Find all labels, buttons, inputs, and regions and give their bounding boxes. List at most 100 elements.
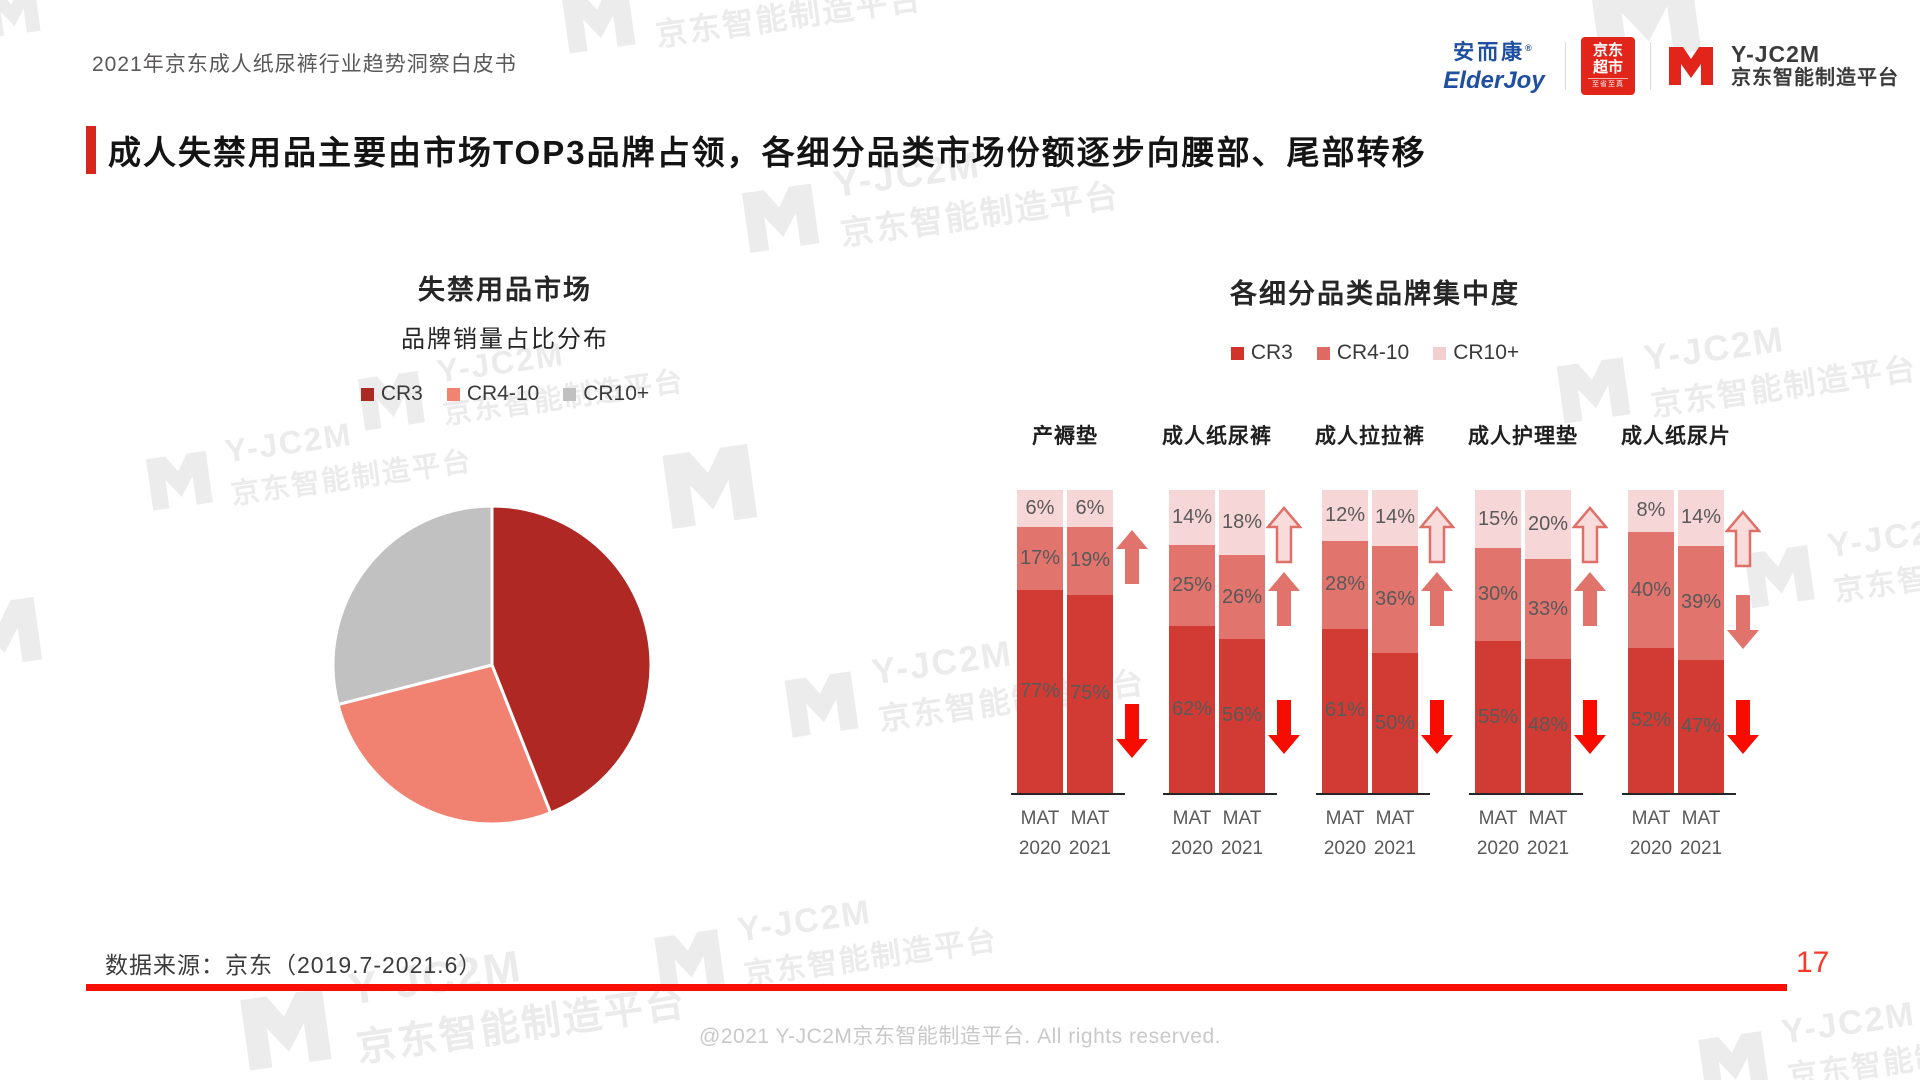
- bar-segment-CR4-10: 39%: [1678, 545, 1724, 661]
- legend-swatch: [360, 387, 374, 401]
- legend-swatch: [1316, 346, 1330, 360]
- bar-segment-CR3: 56%: [1219, 638, 1265, 794]
- trend-arrow-up-icon: [1724, 510, 1762, 573]
- yjc2m-name: Y-JC2M: [1731, 40, 1821, 67]
- jd-line2: 超市: [1592, 58, 1623, 76]
- bar-segment-CR3: 47%: [1678, 660, 1724, 794]
- stacked-bar: 20% 33% 48%: [1525, 490, 1571, 793]
- bar-chart: 产褥垫 6% 17% 77% 6% 19% 75% MAT 2020 MAT 2021 成人纸尿裤 14…: [1011, 420, 1807, 890]
- segment-value: 14%: [1171, 506, 1213, 529]
- category-label: 成人护理垫: [1468, 425, 1578, 448]
- jd-line1: 京东: [1592, 41, 1623, 59]
- bar-group-成人纸尿裤: 成人纸尿裤 14% 25% 62% 18% 26% 56% MAT 2020 MAT 2021: [1162, 420, 1319, 890]
- segment-value: 15%: [1477, 507, 1519, 530]
- stacked-bar: 6% 17% 77%: [1017, 490, 1063, 794]
- segment-value: 18%: [1221, 511, 1263, 534]
- segment-value: 75%: [1069, 682, 1111, 705]
- legend-swatch: [1230, 346, 1244, 360]
- axis-line: [1011, 793, 1125, 795]
- bar-segment-CR4-10: 30%: [1475, 548, 1521, 642]
- x-tick-labels: MAT 2020 MAT 2021: [1475, 804, 1575, 864]
- elderjoy-en: ElderJoy: [1443, 67, 1545, 94]
- pie-slice-CR4-10: [336, 663, 553, 826]
- stacked-bar: 14% 39% 47%: [1678, 490, 1724, 794]
- trend-arrow-down-icon: [1419, 698, 1455, 761]
- doc-title: 2021年京东成人纸尿裤行业趋势洞察白皮书: [92, 53, 517, 76]
- jd-supermarket-logo: 京东 超市 至省至真: [1581, 36, 1635, 95]
- bar-segment-CR4-10: 33%: [1525, 559, 1571, 659]
- pie-slice-CR3: [490, 504, 653, 815]
- stacked-bar: 14% 36% 50%: [1372, 490, 1418, 793]
- category-label: 成人拉拉裤: [1315, 425, 1425, 448]
- legend-swatch: [446, 387, 460, 401]
- stacked-bar: 12% 28% 61%: [1322, 490, 1368, 793]
- bar-group-产褥垫: 产褥垫 6% 17% 77% 6% 19% 75% MAT 2020 MAT 2021: [1011, 420, 1167, 890]
- logo-divider: [1650, 41, 1651, 90]
- x-tick-labels: MAT 2020 MAT 2021: [1169, 804, 1269, 864]
- segment-value: 48%: [1527, 714, 1569, 737]
- bar-group-成人拉拉裤: 成人拉拉裤 12% 28% 61% 14% 36% 50% MAT 2020 MAT 2021: [1315, 420, 1472, 890]
- bar-segment-CR3: 52%: [1628, 648, 1674, 793]
- watermark: Y-JC2M京东智能制造平台: [555, 0, 925, 68]
- pie-slice-CR10+: [331, 504, 494, 707]
- category-label: 成人纸尿片: [1621, 425, 1731, 448]
- legend-swatch: [563, 387, 577, 401]
- x-tick-labels: MAT 2020 MAT 2021: [1322, 804, 1422, 864]
- bar-segment-CR3: 55%: [1475, 641, 1521, 793]
- trend-arrow-up-icon: [1419, 570, 1455, 633]
- x-tick-label: MAT 2020: [1323, 808, 1367, 859]
- axis-line: [1163, 793, 1277, 795]
- trend-arrow-up-icon: [1266, 570, 1302, 633]
- bar-segment-CR3: 62%: [1169, 626, 1215, 793]
- legend-item-CR3: CR3: [360, 382, 423, 406]
- bar-segment-CR10+: 6%: [1017, 490, 1063, 528]
- bars: 8% 40% 52% 14% 39% 47%: [1628, 490, 1724, 794]
- bar-segment-CR3: 61%: [1322, 628, 1368, 793]
- x-tick-labels: MAT 2020 MAT 2021: [1628, 804, 1728, 864]
- segment-value: 6%: [1025, 497, 1055, 520]
- bar-segment-CR4-10: 26%: [1219, 555, 1265, 639]
- x-tick-label: MAT 2021: [1220, 808, 1264, 859]
- stacked-bar: 14% 25% 62%: [1169, 490, 1215, 793]
- bars: 6% 17% 77% 6% 19% 75%: [1017, 490, 1113, 794]
- page-number: 17: [1796, 946, 1830, 979]
- segment-value: 40%: [1630, 578, 1672, 601]
- x-tick-label: MAT 2021: [1373, 808, 1417, 859]
- trend-arrow-down-icon: [1266, 698, 1302, 761]
- segment-value: 61%: [1324, 699, 1366, 722]
- x-tick-label: MAT 2020: [1018, 808, 1062, 859]
- segment-value: 26%: [1221, 585, 1263, 608]
- segment-value: 8%: [1636, 499, 1666, 522]
- segment-value: 17%: [1019, 546, 1061, 569]
- elderjoy-logo: 安而康® ElderJoy: [1438, 36, 1550, 95]
- page-title: 成人失禁用品主要由市场TOP3品牌占领，各细分品类市场份额逐步向腰部、尾部转移: [86, 126, 1427, 174]
- bars: 12% 28% 61% 14% 36% 50%: [1322, 490, 1418, 793]
- watermark: [0, 586, 49, 680]
- segment-value: 39%: [1680, 591, 1722, 614]
- trend-arrow-up-icon: [1114, 528, 1150, 591]
- bar-segment-CR10+: 15%: [1475, 490, 1521, 549]
- trend-arrow-up-icon: [1572, 570, 1608, 633]
- axis-line: [1622, 793, 1736, 795]
- segment-value: 30%: [1477, 583, 1519, 606]
- segment-value: 62%: [1171, 698, 1213, 721]
- segment-value: 6%: [1075, 497, 1105, 520]
- bar-segment-CR3: 48%: [1525, 658, 1571, 793]
- bar-segment-CR4-10: 19%: [1067, 527, 1113, 595]
- bar-segment-CR10+: 12%: [1322, 490, 1368, 541]
- bar-segment-CR10+: 14%: [1678, 490, 1724, 546]
- bar-segment-CR10+: 14%: [1169, 490, 1215, 546]
- bar-segment-CR4-10: 17%: [1017, 527, 1063, 590]
- segment-value: 55%: [1477, 705, 1519, 728]
- x-tick-label: MAT 2021: [1068, 808, 1112, 859]
- bars: 15% 30% 55% 20% 33% 48%: [1475, 490, 1571, 793]
- segment-value: 25%: [1171, 574, 1213, 597]
- watermark: [655, 431, 765, 541]
- trend-arrow-down-icon: [1114, 702, 1150, 765]
- pie-chart-header: 失禁用品市场 品牌销量占比分布 CR3 CR4-10 CR10+: [285, 268, 725, 406]
- trend-arrow-down-icon: [1572, 698, 1608, 761]
- pie-chart: [331, 504, 653, 826]
- segment-value: 12%: [1324, 503, 1366, 526]
- trend-arrow-down-icon: [1725, 593, 1761, 656]
